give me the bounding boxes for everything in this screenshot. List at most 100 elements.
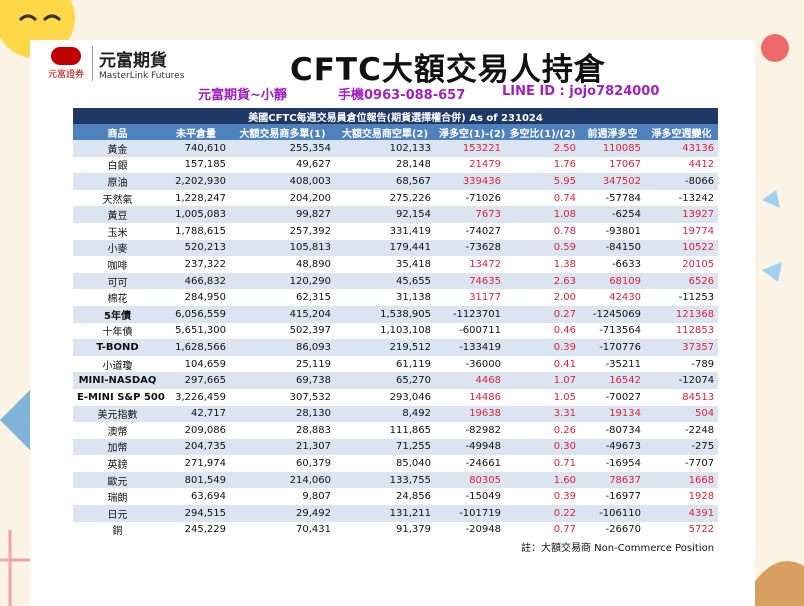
table-cell: 74635 (435, 272, 505, 290)
table-cell: -70027 (605, 391, 641, 403)
table-cell: 1,005,083 (162, 206, 230, 223)
table-cell: -80734 (605, 424, 641, 436)
table-cell: 84513 (682, 391, 715, 403)
table-row: 歐元 801,549 214,060 133,755 80305 1.60 78637 166… (73, 471, 719, 489)
table-row: 黃豆 1,005,083 99,827 92,154 7673 1.08 -6254 1392… (73, 206, 719, 223)
table-cell: 271,974 (184, 458, 226, 470)
product-name: 黃金 (73, 140, 162, 157)
table-cell: -71026 (465, 192, 501, 204)
table-row: 小麥 520,213 105,813 179,441 -73628 0.59 -84150 1… (73, 239, 719, 257)
table-cell: 209,086 (184, 424, 226, 436)
table-cell: 91,379 (396, 524, 431, 536)
table-cell: 6526 (645, 272, 719, 290)
table-cell: 19134 (580, 405, 645, 423)
table-cell: 85,040 (396, 458, 431, 470)
logo-badge (51, 47, 81, 65)
table-cell: 133,755 (335, 471, 435, 489)
table-cell: 61,119 (396, 358, 431, 370)
table-row: 澳幣 209,086 28,883 111,865 -82982 0.26 -80734 -2… (73, 422, 718, 439)
table-row: MINI-NASDAQ 297,665 69,738 65,270 4468 1.07 16… (73, 372, 719, 389)
table-row: 黃金 740,610 255,354 102,133 153221 2.50 110085 4… (73, 140, 719, 157)
table-cell: 42430 (609, 292, 641, 304)
table-cell: 245,229 (184, 524, 226, 536)
table-cell: 1.05 (553, 391, 576, 403)
table-cell: -73628 (435, 239, 505, 257)
product-name: 十年債 (102, 327, 133, 339)
table-cell: -101719 (435, 505, 505, 522)
product-name: 英鎊 (107, 460, 128, 472)
table-cell: 1,628,566 (162, 339, 230, 356)
table-cell: 21,307 (230, 438, 335, 456)
product-name: 澳幣 (107, 426, 128, 438)
table-cell: 48,890 (296, 258, 331, 270)
table-cell: 0.22 (505, 505, 580, 522)
table-cell: 0.46 (553, 325, 576, 337)
table-row: 5年債 6,056,559 415,204 1,538,905 -1123701 0.27… (73, 305, 719, 323)
table-cell: 3.31 (505, 405, 580, 423)
product-name: 歐元 (73, 471, 162, 489)
table-cell: -15049 (465, 491, 501, 503)
product-name: 黃豆 (73, 206, 162, 223)
table-cell: 68109 (580, 272, 645, 290)
table-cell: 37357 (645, 339, 719, 356)
table-cell: 0.26 (553, 424, 576, 436)
table-row: 日元 294,515 29,492 131,211 -101719 0.22 -106110… (73, 505, 719, 522)
table-cell: 112853 (675, 325, 715, 337)
product-name: 加幣 (73, 438, 162, 456)
header-row: 商品 未平倉量 大額交易商多單(1) 大額交易商空單(2) 淨多空(1)-(2) 多空比(… (73, 124, 719, 140)
table-cell: 504 (645, 405, 719, 423)
table-cell: 0.78 (553, 225, 576, 237)
table-cell: 6,056,559 (162, 305, 230, 323)
note: 註：大額交易商 Non-Commerce Position (520, 542, 715, 554)
table-cell: 131,211 (335, 505, 435, 522)
table-cell: 19774 (682, 225, 715, 237)
product-name: 可可 (73, 272, 162, 290)
product-name: 玉米 (107, 227, 128, 239)
table-cell: -275 (645, 438, 719, 456)
table-cell: 31177 (469, 292, 501, 304)
column-header: 未平倉量 (162, 124, 230, 140)
note-row: 註：大額交易商 Non-Commerce Position (73, 538, 718, 554)
table-cell: 80305 (435, 471, 505, 489)
table-cell: -35211 (605, 358, 641, 370)
product-name: MINI-NASDAQ (73, 372, 162, 389)
product-name: 美元指數 (73, 405, 162, 423)
table-cell: -713564 (599, 325, 641, 337)
table-cell: 31,138 (396, 292, 431, 304)
table-cell: 17067 (609, 159, 641, 171)
table-cell: 62,315 (296, 292, 331, 304)
table-cell: 104,659 (184, 358, 226, 370)
table-cell: -16977 (605, 491, 641, 503)
table-cell: 9,807 (302, 491, 331, 503)
table-cell: 502,397 (289, 325, 331, 337)
product-name: 5年債 (73, 305, 162, 323)
table-cell: 2.00 (553, 292, 576, 304)
table-cell: 2.63 (505, 272, 580, 290)
table-cell: 29,492 (230, 505, 335, 522)
table-cell: 1,228,247 (175, 192, 226, 204)
table-cell: 415,204 (230, 305, 335, 323)
table-row: 加幣 204,735 21,307 71,255 -49948 0.30 -49673 -27… (73, 438, 719, 456)
table-row: 英鎊 271,974 60,379 85,040 -24661 0.71 -16954 -77… (73, 455, 718, 472)
table-cell: 49,627 (296, 159, 331, 171)
column-header: 商品 (73, 124, 162, 140)
table-cell: -6254 (580, 206, 645, 223)
table-cell: 19638 (435, 405, 505, 423)
table-cell: -20948 (465, 524, 501, 536)
column-header: 淨多空(1)-(2) (435, 124, 505, 140)
table-row: 天然氣 1,228,247 204,200 275,226 -71026 0.74 -577… (73, 190, 718, 207)
table-cell: 1.08 (505, 206, 580, 223)
table-cell: -49948 (435, 438, 505, 456)
contact-name: 元富期貨~小靜 (198, 88, 287, 103)
table-cell: 110085 (580, 140, 645, 157)
table-cell: 4391 (645, 505, 719, 522)
table-row: 可可 466,832 120,290 45,655 74635 2.63 68109 6526 (73, 272, 719, 290)
table-cell: 294,515 (162, 505, 230, 522)
table-cell: 60,379 (296, 458, 331, 470)
table-cell: 7673 (435, 206, 505, 223)
table-caption: 美國CFTC每週交易員倉位報告(期貨選擇權合併) As of 231024 (73, 108, 719, 124)
table-cell: 13472 (469, 258, 501, 270)
table-cell: 0.71 (553, 458, 576, 470)
table-cell: 0.77 (553, 524, 576, 536)
